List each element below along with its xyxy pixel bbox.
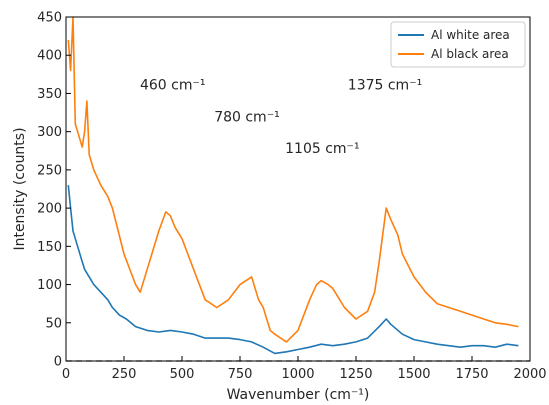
x-tick-label: 750: [228, 367, 253, 382]
y-tick-label: 200: [37, 202, 62, 217]
y-axis-label: Intensity (counts): [12, 127, 28, 250]
y-tick-label: 300: [37, 125, 62, 140]
y-tick-label: 50: [45, 316, 62, 331]
plot-series-group: [67, 16, 519, 355]
peak-annotations: 460 cm⁻¹ 780 cm⁻¹ 1105 cm⁻¹ 1375 cm⁻¹: [140, 78, 422, 157]
legend-box: [390, 21, 526, 68]
series-line-2: [67, 16, 519, 343]
x-tick-label: 1000: [281, 367, 314, 382]
y-tick-label: 450: [37, 11, 62, 26]
y-tick-label: 100: [37, 278, 62, 293]
x-tick-label: 2000: [513, 367, 546, 382]
x-tick-label: 250: [112, 367, 137, 382]
y-tick-label: 400: [37, 49, 62, 64]
peak-annotation: 1375 cm⁻¹: [348, 78, 422, 94]
legend-label-2: Al black area: [431, 47, 509, 61]
y-tick-label: 250: [37, 163, 62, 178]
y-tick-label: 150: [37, 240, 62, 255]
x-tick-label: 1750: [455, 367, 488, 382]
plot-frame: [65, 16, 531, 362]
x-tick-label: 500: [170, 367, 195, 382]
x-tick-label: 0: [62, 367, 70, 382]
x-tick-label: 1500: [397, 367, 430, 382]
y-axis-ticks: 0 50 100 150 200 250 300 350 400 450: [37, 11, 71, 370]
x-axis-ticks: 0 250 500 750 1000 1250 1500 1750 2000: [62, 356, 547, 382]
peak-annotation: 780 cm⁻¹: [214, 110, 280, 126]
peak-annotation: 460 cm⁻¹: [140, 78, 206, 94]
y-tick-label: 0: [54, 355, 62, 370]
series-line-1: [67, 185, 519, 355]
legend: Al white area Al black area: [390, 21, 526, 68]
y-tick-label: 350: [37, 87, 62, 102]
legend-label-1: Al white area: [431, 28, 510, 42]
x-tick-label: 1250: [339, 367, 372, 382]
x-axis-label: Wavenumber (cm⁻¹): [227, 387, 370, 403]
peak-annotation: 1105 cm⁻¹: [285, 141, 359, 157]
